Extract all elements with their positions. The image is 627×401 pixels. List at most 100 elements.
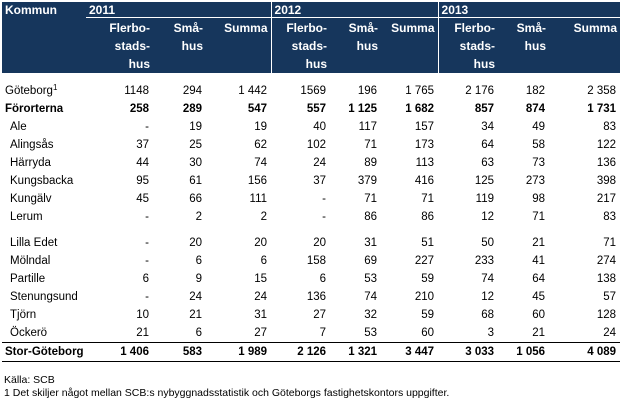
kommun-name-text: Lilla Edet [10, 237, 58, 249]
table-cell: 64 [481, 139, 495, 151]
table-cell: 6 [195, 255, 202, 267]
table-cell: 21 [532, 237, 546, 249]
table-cell: 157 [414, 121, 435, 133]
table-cell: 98 [532, 193, 546, 205]
table-cell: - [145, 237, 149, 249]
table-cell: 156 [247, 175, 268, 187]
table-cell: 20 [313, 237, 327, 249]
table-cell: 61 [189, 175, 202, 187]
table-cell: - [145, 255, 149, 267]
table-cell: 136 [596, 157, 617, 169]
table-cell: 158 [306, 255, 327, 267]
table-cell: 117 [358, 121, 378, 133]
table-cell: 7 [319, 327, 327, 339]
table-cell: 6 [319, 273, 327, 285]
table-cell: 71 [364, 139, 378, 151]
kommun-name: Tjörn [2, 306, 86, 324]
table-cell: 119 [475, 193, 495, 205]
table-cell: 63 [481, 157, 495, 169]
table-cell: 59 [421, 309, 435, 321]
table-cell: 2 [195, 211, 202, 223]
table-cell: 1148 [124, 85, 149, 97]
table-cell: 1 321 [330, 342, 382, 362]
table-cell: 60 [421, 327, 435, 339]
table-cell: 1 765 [405, 85, 435, 97]
table-cell: 24 [189, 291, 202, 303]
year-header-2011: 2011 [86, 2, 272, 18]
table-cell: 30 [189, 157, 202, 169]
table-cell: 6 [142, 273, 149, 285]
table-cell: 3 [487, 327, 495, 339]
table-cell: 71 [603, 237, 617, 249]
table-cell: 138 [596, 273, 617, 285]
table-cell: 125 [474, 175, 495, 187]
col-smahus-2012: Små- hus [330, 17, 382, 73]
table-cell: 25 [189, 139, 202, 151]
footnote: 1 Det skiljer något mellan SCB:s nybyggn… [4, 386, 450, 399]
table-cell: 27 [313, 309, 327, 321]
kommun-name: Öckerö [2, 324, 86, 343]
table-cell: 21 [136, 327, 149, 339]
table-cell: 45 [136, 193, 149, 205]
table-row: Kungsbacka 95 61 156 37 379 416 125 273 398 [2, 172, 620, 190]
table-row: Stor-Göteborg 1 406 583 1 989 2 126 1 321 3 44… [2, 342, 621, 362]
table-cell: 3 033 [438, 342, 499, 362]
table-row: Göteborg1 1148 294 1 442 1569 196 1 765 2 176 18… [2, 82, 620, 100]
table-cell: 583 [153, 342, 206, 362]
table-cell: 71 [421, 193, 435, 205]
table-row: Kungälv 45 66 111 - 71 71 119 98 217 [2, 190, 620, 208]
kommun-name: Lerum [2, 208, 86, 226]
table-cell: 74 [254, 157, 268, 169]
table-cell: 64 [532, 273, 546, 285]
table-cell: 196 [357, 85, 378, 97]
table-cell: 210 [414, 291, 435, 303]
table-cell: 12 [481, 211, 495, 223]
table-cell: 51 [421, 237, 435, 249]
table-cell: 173 [414, 139, 435, 151]
table-cell: 2 [260, 211, 268, 223]
table-cell: 19 [189, 121, 202, 133]
table-cell: 274 [596, 255, 617, 267]
table-cell: - [145, 211, 149, 223]
kommun-header: Kommun [2, 2, 86, 18]
table-cell: 557 [306, 103, 327, 115]
kommun-name: Göteborg1 [2, 82, 86, 100]
table-cell: 1 406 [86, 342, 153, 362]
table-cell: 136 [306, 291, 327, 303]
table-cell: 547 [247, 103, 268, 115]
table-cell: 289 [182, 103, 202, 115]
table-cell: 6 [260, 255, 268, 267]
table-row: Härryda 44 30 74 24 89 113 63 73 136 [2, 154, 620, 172]
table-cell: 217 [596, 193, 617, 205]
table-cell: 44 [136, 157, 149, 169]
table-row: Tjörn 10 21 31 27 32 59 68 60 128 [2, 306, 620, 324]
table-cell: 45 [532, 291, 546, 303]
kommun-name-text: Kungsbacka [10, 175, 74, 187]
table-cell: 66 [189, 193, 202, 205]
source-note: Källa: SCB [4, 374, 55, 386]
table-cell: 2 176 [465, 85, 495, 97]
table-cell: 86 [421, 211, 435, 223]
table-row: Partille 6 9 15 6 53 59 74 64 138 [2, 270, 620, 288]
kommun-name-text: Öckerö [10, 327, 48, 339]
kommun-name: Stenungsund [2, 288, 86, 306]
table-cell: 4 089 [549, 342, 621, 362]
table-cell: 68 [481, 309, 495, 321]
table-cell: 40 [313, 121, 327, 133]
col-smahus-2013: Små- hus [498, 17, 550, 73]
table-row: Öckerö 21 6 27 7 53 60 3 21 24 [2, 324, 620, 343]
kommun-name-text: Härryda [10, 157, 51, 169]
col-smahus-2011: Små- hus [153, 17, 206, 73]
table-cell: 60 [532, 309, 546, 321]
table-cell: 12 [481, 291, 495, 303]
table-cell: 258 [129, 103, 149, 115]
table-row: Stenungsund - 24 24 136 74 210 12 45 57 [2, 288, 620, 306]
table-cell: 37 [313, 175, 327, 187]
table-cell: 416 [414, 175, 435, 187]
footnote-marker: 1 [52, 83, 58, 92]
table-cell: 857 [474, 103, 495, 115]
col-flerbostadshus-2011: Flerbo- stads- hus [86, 17, 153, 73]
kommun-name: Kungälv [2, 190, 86, 208]
table-cell: 10 [136, 309, 149, 321]
kommun-name-text: Kungälv [10, 193, 52, 205]
